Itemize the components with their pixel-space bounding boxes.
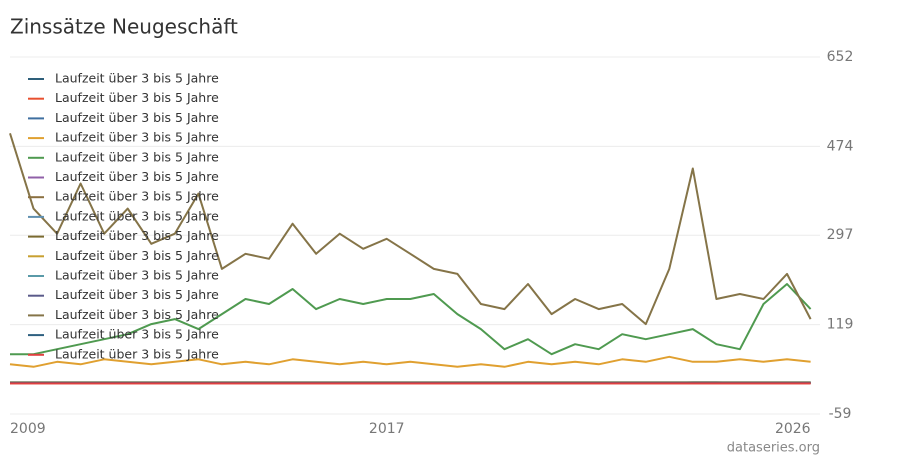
legend-label: Laufzeit über 3 bis 5 Jahre — [55, 228, 219, 243]
legend-label: Laufzeit über 3 bis 5 Jahre — [55, 90, 219, 105]
chart-title: Zinssätze Neugeschäft — [10, 15, 238, 39]
legend-label: Laufzeit über 3 bis 5 Jahre — [55, 327, 219, 342]
y-tick-label: 119 — [827, 317, 854, 333]
legend-label: Laufzeit über 3 bis 5 Jahre — [55, 189, 219, 204]
legend-label: Laufzeit über 3 bis 5 Jahre — [55, 130, 219, 145]
y-tick-label: 297 — [827, 227, 854, 243]
y-tick-label: 652 — [827, 49, 854, 65]
source: dataseries.org — [727, 441, 820, 456]
x-tick-label: 2009 — [10, 421, 46, 437]
x-tick-label: 2017 — [369, 421, 405, 437]
legend-label: Laufzeit über 3 bis 5 Jahre — [55, 169, 219, 184]
series-line — [9, 355, 811, 368]
legend-label: Laufzeit über 3 bis 5 Jahre — [55, 307, 219, 322]
legend-label: Laufzeit über 3 bis 5 Jahre — [55, 268, 219, 283]
legend-label: Laufzeit über 3 bis 5 Jahre — [55, 287, 219, 302]
y-tick-label: -59 — [829, 406, 852, 422]
x-tick-label: 2026 — [775, 421, 811, 437]
y-tick-label: 474 — [827, 138, 854, 154]
series-line — [9, 133, 812, 326]
legend-label: Laufzeit über 3 bis 5 Jahre — [55, 346, 219, 361]
legend-label: Laufzeit über 3 bis 5 Jahre — [55, 208, 219, 223]
legend-label: Laufzeit über 3 bis 5 Jahre — [55, 110, 219, 125]
legend-label: Laufzeit über 3 bis 5 Jahre — [55, 248, 219, 263]
series-line — [10, 283, 812, 356]
legend-label: Laufzeit über 3 bis 5 Jahre — [55, 149, 219, 164]
legend-label: Laufzeit über 3 bis 5 Jahre — [55, 71, 219, 86]
